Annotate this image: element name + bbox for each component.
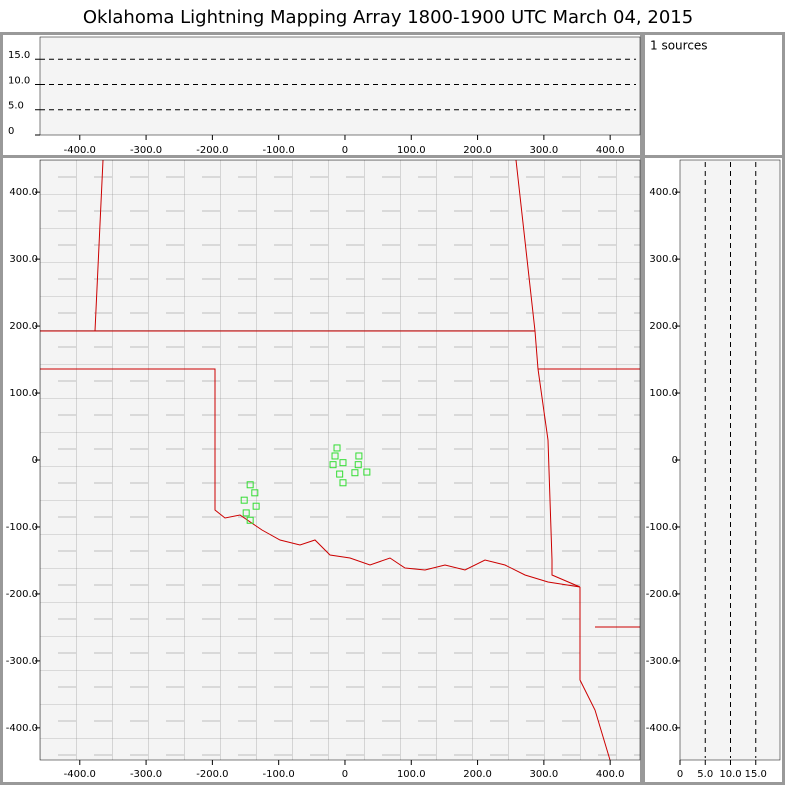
y-tick-label: -300.0	[6, 656, 38, 667]
right-y-tick-label: -300.0	[646, 656, 678, 667]
source-point	[240, 496, 248, 504]
source-point	[329, 461, 337, 469]
top-x-tick-label: -400.0	[64, 145, 96, 156]
y-tick-label: 400.0	[9, 187, 38, 198]
info-box	[645, 35, 782, 155]
x-tick-label: 0	[342, 769, 348, 780]
source-point	[339, 479, 347, 487]
top-x-tick-label: -100.0	[263, 145, 295, 156]
source-point	[351, 469, 359, 477]
alt-tick-label: 5.0	[8, 101, 24, 112]
source-point	[251, 489, 259, 497]
top-x-tick-label: -300.0	[130, 145, 162, 156]
y-tick-label: -400.0	[6, 723, 38, 734]
top-x-tick-label: 200.0	[463, 145, 492, 156]
right-y-tick-label: -200.0	[646, 589, 678, 600]
source-count: 1 sources	[650, 39, 708, 53]
right-y-tick-label: -100.0	[646, 522, 678, 533]
right-y-tick-label: 100.0	[649, 388, 678, 399]
right-y-tick-label: 400.0	[649, 187, 678, 198]
x-tick-label: 200.0	[463, 769, 492, 780]
title: Oklahoma Lightning Mapping Array 1800-19…	[83, 7, 693, 28]
x-tick-label: 400.0	[596, 769, 625, 780]
source-point	[246, 481, 254, 489]
source-point	[242, 509, 250, 517]
top-x-tick-label: 300.0	[530, 145, 559, 156]
x-tick-label: -400.0	[64, 769, 96, 780]
source-point	[363, 468, 371, 476]
y-tick-label: 100.0	[9, 388, 38, 399]
source-point	[246, 516, 254, 524]
right-y-tick-label: 200.0	[649, 321, 678, 332]
top-x-tick-label: -200.0	[196, 145, 228, 156]
right-y-tick-label: -400.0	[646, 723, 678, 734]
y-tick-label: -200.0	[6, 589, 38, 600]
source-point	[339, 459, 347, 467]
y-tick-label: 200.0	[9, 321, 38, 332]
alt-tick-label: 15.0	[745, 769, 767, 780]
y-tick-label: 0	[32, 455, 38, 466]
top-x-tick-label: 0	[342, 145, 348, 156]
x-tick-label: 100.0	[397, 769, 426, 780]
y-tick-label: -100.0	[6, 522, 38, 533]
altitude-right-plot	[679, 159, 781, 761]
source-point	[355, 452, 363, 460]
alt-tick-label: 0	[677, 769, 683, 780]
title-bar	[0, 0, 785, 32]
right-y-tick-label: 0	[672, 455, 678, 466]
alt-tick-label: 0	[8, 126, 14, 137]
x-tick-label: -100.0	[263, 769, 295, 780]
state-borders	[40, 159, 640, 761]
source-point	[331, 452, 339, 460]
alt-tick-label: 5.0	[697, 769, 713, 780]
source-point	[354, 461, 362, 469]
x-tick-label: -300.0	[130, 769, 162, 780]
y-tick-label: 300.0	[9, 254, 38, 265]
right-y-tick-label: 300.0	[649, 254, 678, 265]
x-tick-label: -200.0	[196, 769, 228, 780]
alt-tick-label: 10.0	[719, 769, 741, 780]
source-point	[333, 444, 341, 452]
source-point	[252, 502, 260, 510]
top-x-tick-label: 100.0	[397, 145, 426, 156]
top-x-tick-label: 400.0	[596, 145, 625, 156]
alt-tick-label: 10.0	[8, 75, 30, 86]
altitude-top-plot	[39, 36, 641, 136]
x-tick-label: 300.0	[530, 769, 559, 780]
alt-tick-label: 15.0	[8, 50, 30, 61]
source-point	[336, 470, 344, 478]
